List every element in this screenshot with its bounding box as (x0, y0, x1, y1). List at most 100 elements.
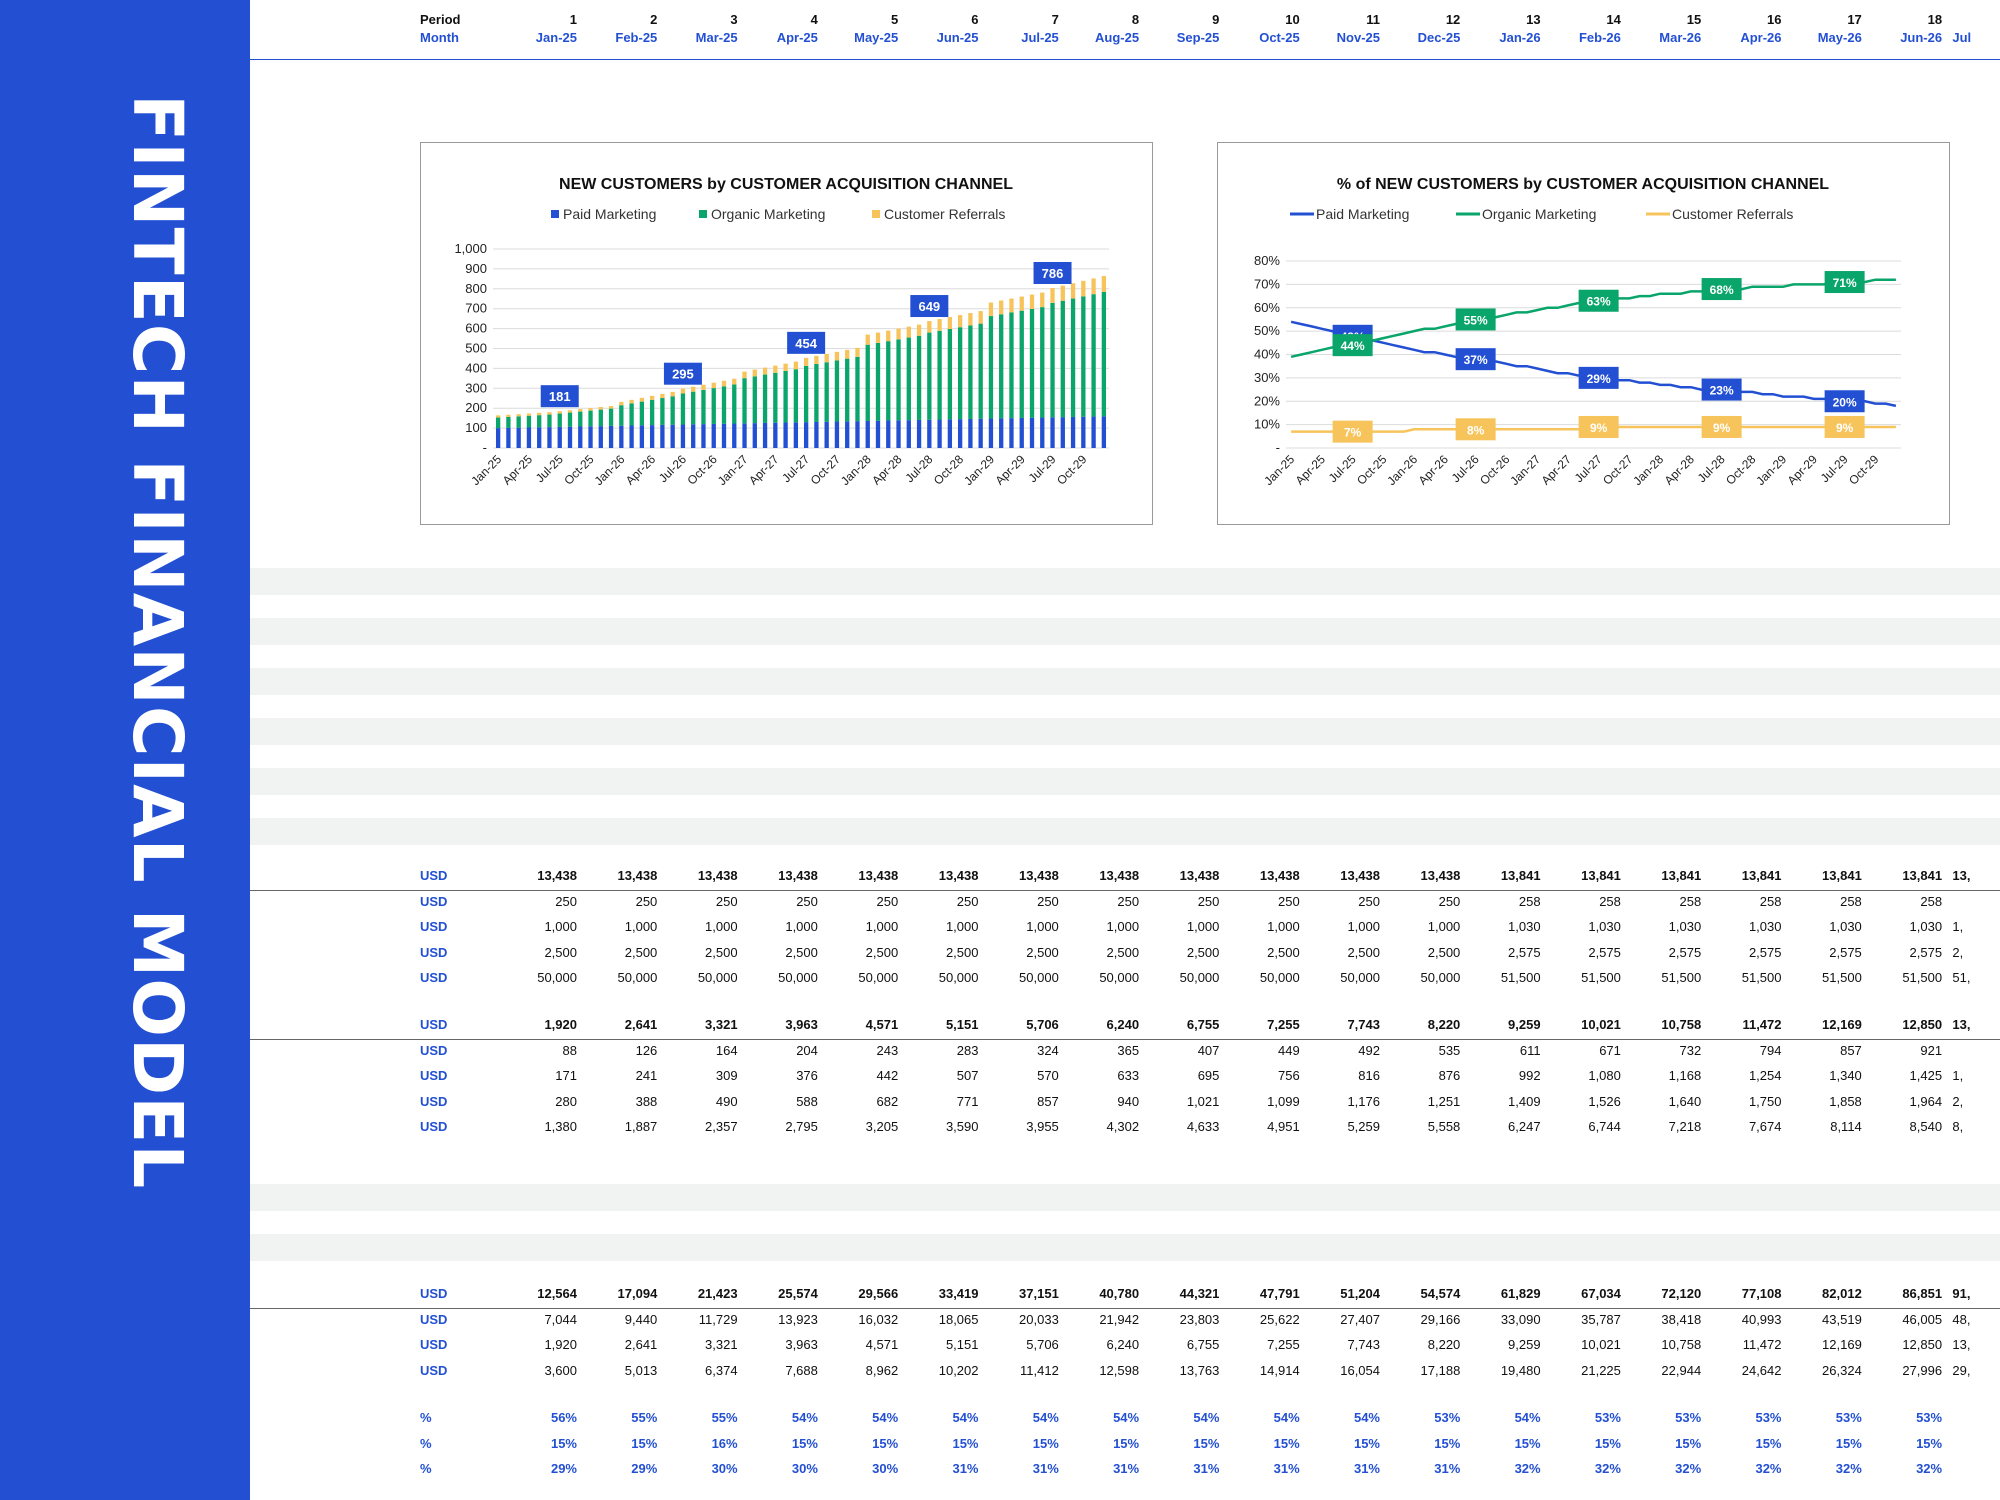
value-cell[interactable]: 50,000 (858, 970, 899, 985)
value-cell[interactable]: 51,500 (1661, 970, 1702, 985)
value-cell-partial[interactable]: 13, (1952, 1017, 1971, 1032)
value-cell[interactable]: 1,254 (1748, 1068, 1782, 1083)
value-cell[interactable]: 857 (1840, 1042, 1862, 1058)
value-cell[interactable]: 204 (796, 1042, 818, 1058)
value-cell[interactable]: 86,851 (1902, 1286, 1943, 1301)
value-cell[interactable]: 50,000 (617, 970, 658, 985)
value-cell[interactable]: 1,021 (1186, 1093, 1220, 1109)
value-cell[interactable]: 77,108 (1741, 1286, 1782, 1301)
value-cell[interactable]: 9,259 (1508, 1017, 1541, 1032)
value-cell[interactable]: 2,357 (705, 1119, 738, 1134)
value-cell[interactable]: 13,438 (938, 868, 979, 883)
value-cell[interactable]: 2,500 (1347, 944, 1380, 960)
value-cell[interactable]: 54% (1032, 1410, 1059, 1425)
value-cell[interactable]: 258 (1599, 893, 1621, 909)
value-cell[interactable]: 51,500 (1902, 970, 1943, 985)
value-cell[interactable]: 20,033 (1019, 1311, 1059, 1327)
value-cell[interactable]: 30% (711, 1461, 738, 1476)
value-cell[interactable]: 1,000 (1186, 919, 1220, 934)
value-cell[interactable]: 1,030 (1588, 919, 1621, 934)
value-cell[interactable]: 54% (872, 1410, 899, 1425)
value-cell[interactable]: 1,000 (1427, 919, 1461, 934)
value-cell[interactable]: 61,829 (1500, 1286, 1541, 1301)
value-cell[interactable]: 2,575 (1829, 944, 1862, 960)
value-cell[interactable]: 442 (876, 1068, 899, 1083)
value-cell[interactable]: 25,622 (1259, 1311, 1300, 1327)
value-cell[interactable]: 15% (1675, 1435, 1702, 1451)
value-cell[interactable]: 3,321 (705, 1017, 738, 1032)
value-cell[interactable]: 1,526 (1588, 1093, 1621, 1109)
value-cell[interactable]: 51,500 (1741, 970, 1782, 985)
value-cell[interactable]: 50,000 (938, 970, 979, 985)
value-cell[interactable]: 126 (635, 1042, 658, 1058)
value-cell[interactable]: 5,151 (945, 1337, 979, 1352)
value-cell-partial[interactable]: 48, (1952, 1311, 1971, 1327)
value-cell[interactable]: 1,000 (945, 919, 979, 934)
value-cell[interactable]: 8,220 (1427, 1337, 1461, 1352)
value-cell[interactable]: 14,914 (1259, 1362, 1300, 1378)
value-cell[interactable]: 10,202 (938, 1362, 979, 1378)
value-cell[interactable]: 2,575 (1588, 944, 1621, 960)
value-cell[interactable]: 1,887 (624, 1119, 658, 1134)
value-cell[interactable]: 1,858 (1829, 1093, 1862, 1109)
value-cell[interactable]: 2,500 (1106, 944, 1140, 960)
value-cell[interactable]: 4,571 (865, 1017, 899, 1032)
value-cell[interactable]: 11,472 (1742, 1017, 1782, 1032)
value-cell[interactable]: 32% (1916, 1461, 1943, 1476)
value-cell[interactable]: 1,176 (1347, 1093, 1380, 1109)
value-cell[interactable]: 671 (1599, 1042, 1621, 1058)
value-cell[interactable]: 6,247 (1508, 1119, 1541, 1134)
value-cell[interactable]: 7,044 (544, 1311, 577, 1327)
value-cell[interactable]: 7,688 (785, 1362, 818, 1378)
value-cell[interactable]: 6,755 (1186, 1337, 1220, 1352)
value-cell[interactable]: 29% (550, 1461, 577, 1476)
value-cell[interactable]: 164 (715, 1042, 738, 1058)
value-cell[interactable]: 53% (1675, 1410, 1702, 1425)
value-cell[interactable]: 7,255 (1267, 1337, 1300, 1352)
value-cell[interactable]: 876 (1438, 1068, 1461, 1083)
value-cell[interactable]: 32% (1594, 1461, 1621, 1476)
value-cell[interactable]: 50,000 (1420, 970, 1461, 985)
value-cell[interactable]: 10,021 (1581, 1017, 1621, 1032)
value-cell[interactable]: 283 (956, 1042, 979, 1058)
value-cell[interactable]: 40,993 (1741, 1311, 1782, 1327)
value-cell[interactable]: 695 (1197, 1068, 1220, 1083)
value-cell[interactable]: 33,090 (1500, 1311, 1541, 1327)
value-cell[interactable]: 7,743 (1347, 1337, 1380, 1352)
value-cell[interactable]: 13,438 (1099, 868, 1140, 883)
value-cell[interactable]: 53% (1835, 1410, 1862, 1425)
value-cell[interactable]: 55% (711, 1410, 738, 1425)
value-cell[interactable]: 171 (555, 1068, 577, 1083)
value-cell[interactable]: 25,574 (778, 1286, 818, 1301)
value-cell[interactable]: 258 (1920, 893, 1943, 909)
value-cell[interactable]: 27,407 (1340, 1311, 1380, 1327)
value-cell[interactable]: 15% (1594, 1435, 1621, 1451)
value-cell[interactable]: 12,564 (537, 1286, 577, 1301)
value-cell[interactable]: 258 (1679, 893, 1702, 909)
value-cell[interactable]: 13,841 (1500, 868, 1541, 883)
value-cell[interactable]: 1,030 (1508, 919, 1541, 934)
pct-new-customers-chart[interactable]: % of NEW CUSTOMERS by CUSTOMER ACQUISITI… (1217, 142, 1950, 525)
value-cell[interactable]: 1,251 (1427, 1093, 1461, 1109)
value-cell[interactable]: 29% (631, 1461, 658, 1476)
value-cell[interactable]: 82,012 (1822, 1286, 1862, 1301)
value-cell[interactable]: 388 (635, 1093, 658, 1109)
value-cell[interactable]: 3,963 (785, 1337, 818, 1352)
value-cell[interactable]: 54% (952, 1410, 979, 1425)
value-cell[interactable]: 33,419 (938, 1286, 979, 1301)
value-cell[interactable]: 54% (1514, 1410, 1541, 1425)
value-cell[interactable]: 3,955 (1026, 1119, 1059, 1134)
value-cell[interactable]: 794 (1759, 1042, 1782, 1058)
value-cell[interactable]: 53% (1916, 1410, 1943, 1425)
value-cell[interactable]: 15% (1113, 1435, 1140, 1451)
value-cell[interactable]: 2,500 (1026, 944, 1059, 960)
value-cell[interactable]: 1,000 (705, 919, 738, 934)
value-cell[interactable]: 732 (1679, 1042, 1702, 1058)
value-cell[interactable]: 2,575 (1508, 944, 1541, 960)
value-cell[interactable]: 1,425 (1909, 1068, 1943, 1083)
value-cell[interactable]: 54% (1193, 1410, 1220, 1425)
value-cell[interactable]: 243 (876, 1042, 899, 1058)
value-cell[interactable]: 21,225 (1581, 1362, 1621, 1378)
value-cell[interactable]: 1,920 (544, 1017, 577, 1032)
value-cell[interactable]: 2,500 (945, 944, 979, 960)
